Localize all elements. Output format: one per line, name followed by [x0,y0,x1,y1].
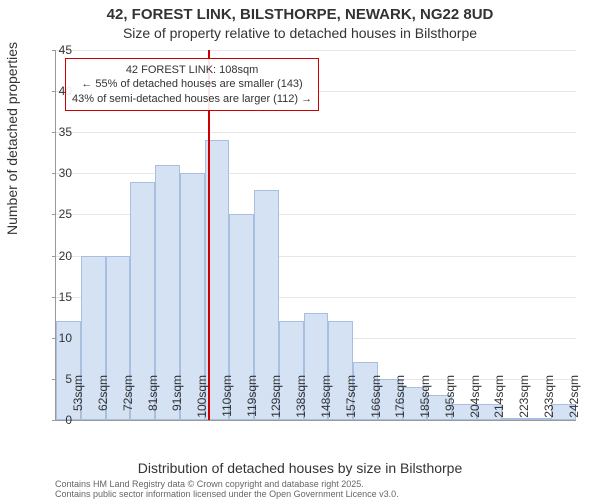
annotation-line-1: 42 FOREST LINK: 108sqm [72,63,312,77]
y-tick-label: 35 [42,125,72,139]
grid-line [56,50,576,51]
x-tick-label: 100sqm [195,375,209,425]
grid-line [56,132,576,133]
annotation-line-2: ← 55% of detached houses are smaller (14… [72,77,312,91]
footer-line-2: Contains public sector information licen… [55,490,399,500]
y-tick-label: 30 [42,166,72,180]
chart-container: 42, FOREST LINK, BILSTHORPE, NEWARK, NG2… [0,0,600,500]
footer: Contains HM Land Registry data © Crown c… [55,480,399,500]
title-line-1: 42, FOREST LINK, BILSTHORPE, NEWARK, NG2… [0,6,600,25]
x-tick-label: 138sqm [294,375,308,425]
x-tick-label: 91sqm [170,375,184,425]
x-tick-label: 148sqm [319,375,333,425]
title-block: 42, FOREST LINK, BILSTHORPE, NEWARK, NG2… [0,0,600,42]
x-tick-label: 242sqm [567,375,581,425]
title-line-2: Size of property relative to detached ho… [0,25,600,43]
y-tick-label: 0 [42,413,72,427]
y-tick-label: 20 [42,249,72,263]
grid-line [56,173,576,174]
x-tick-label: 223sqm [517,375,531,425]
annotation-line-3: 43% of semi-detached houses are larger (… [72,92,312,106]
y-axis-title: Number of detached properties [4,42,20,235]
x-tick-label: 214sqm [492,375,506,425]
x-tick-label: 119sqm [245,375,259,425]
x-tick-label: 62sqm [96,375,110,425]
x-tick-label: 157sqm [344,375,358,425]
x-tick-label: 233sqm [542,375,556,425]
x-tick-label: 129sqm [269,375,283,425]
y-tick-label: 25 [42,207,72,221]
x-tick-label: 53sqm [71,375,85,425]
x-tick-label: 81sqm [146,375,160,425]
y-tick-label: 10 [42,331,72,345]
y-tick-label: 45 [42,43,72,57]
y-tick-label: 5 [42,372,72,386]
x-tick-label: 195sqm [443,375,457,425]
x-tick-label: 176sqm [393,375,407,425]
x-tick-label: 204sqm [468,375,482,425]
x-tick-label: 166sqm [369,375,383,425]
x-tick-label: 185sqm [418,375,432,425]
x-tick-label: 110sqm [220,375,234,425]
x-axis-title: Distribution of detached houses by size … [0,460,600,476]
y-tick-label: 15 [42,290,72,304]
x-tick-label: 72sqm [121,375,135,425]
marker-annotation: 42 FOREST LINK: 108sqm← 55% of detached … [65,58,319,111]
